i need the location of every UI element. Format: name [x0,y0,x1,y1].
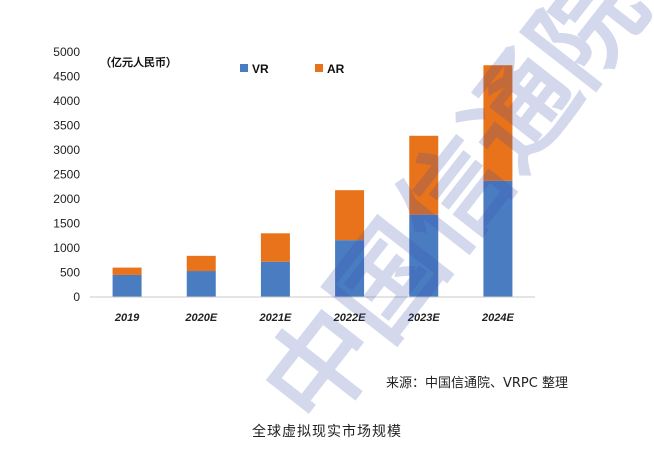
bar-vr-2022e [335,240,365,297]
x-tick-label: 2024E [481,312,514,324]
bar-ar-2020e [186,255,216,272]
y-tick-label: 2500 [53,168,80,182]
y-tick-label: 4000 [53,94,80,108]
bar-ar-2024e [483,65,513,181]
unit-label: （亿元人民币） [100,55,177,69]
figure-caption: 全球虚拟现实市场规模 [252,424,402,440]
bar-vr-2020e [186,271,216,297]
y-axis: 0 500 1000 1500 2000 2500 3000 3500 4000 4500 5000 [53,45,80,304]
x-tick-label: 2020E [184,312,217,324]
y-tick-label: 5000 [53,45,80,59]
bar-ar-2023e [409,135,439,215]
x-tick-label: 2023E [407,312,440,324]
bars [112,65,513,297]
x-tick-label: 2021E [259,312,292,324]
y-tick-label: 500 [60,266,80,280]
y-tick-label: 3000 [53,143,80,157]
y-tick-label: 0 [73,290,80,304]
source-note: 来源：中国信通院、VRPC 整理 [386,376,568,391]
y-tick-label: 2000 [53,192,80,206]
bar-vr-2024e [483,180,513,297]
legend: VR AR [240,62,345,76]
bar-ar-2019 [112,267,142,275]
y-tick-label: 1000 [53,241,80,255]
legend-swatch-vr [240,64,248,72]
legend-label-vr: VR [252,62,269,76]
bar-vr-2021e [260,261,290,297]
bar-ar-2021e [260,233,290,262]
legend-swatch-ar [315,64,323,72]
x-tick-label: 2022E [333,312,366,324]
y-tick-label: 3500 [53,119,80,133]
bar-ar-2022e [335,190,365,241]
legend-label-ar: AR [327,62,345,76]
y-tick-label: 4500 [53,70,80,84]
y-tick-label: 1500 [53,217,80,231]
x-tick-label: 2019 [114,312,140,324]
bar-vr-2023e [409,214,439,297]
bar-vr-2019 [112,274,142,297]
x-axis: 2019 2020E 2021E 2022E 2023E 2024E [90,296,535,324]
